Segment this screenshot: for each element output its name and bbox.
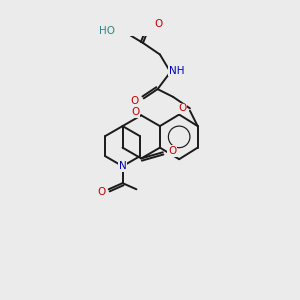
Text: O: O	[178, 103, 186, 113]
Text: O: O	[168, 146, 176, 156]
Text: NH: NH	[169, 66, 184, 76]
Text: HO: HO	[99, 26, 115, 36]
Text: N: N	[119, 161, 126, 171]
Text: O: O	[130, 96, 139, 106]
Text: O: O	[97, 187, 105, 196]
Text: O: O	[131, 107, 139, 117]
Text: O: O	[154, 20, 163, 29]
